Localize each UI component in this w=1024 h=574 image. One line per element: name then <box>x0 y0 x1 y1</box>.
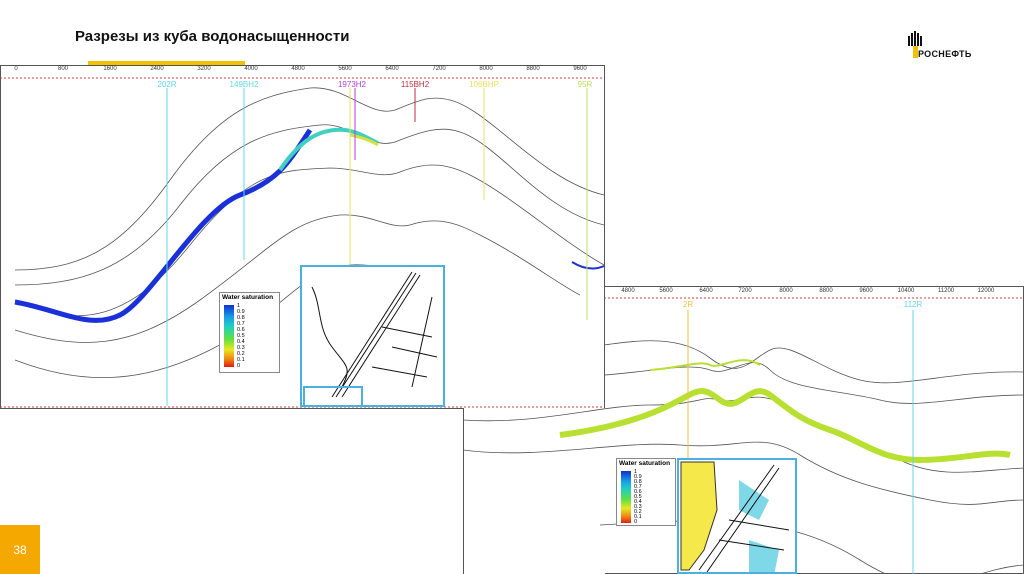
ruler-tick: 8000 <box>479 66 493 72</box>
legend-label: 0.4 <box>237 339 245 345</box>
ruler-tick: 4800 <box>291 66 305 72</box>
legend-label: 0 <box>634 519 638 525</box>
ruler-tick: 4000 <box>244 66 258 72</box>
legend-label: 0 <box>237 363 241 369</box>
legend-label: 0.7 <box>634 484 642 490</box>
ruler-tick: 9600 <box>859 288 873 294</box>
ruler-tick: 5600 <box>659 288 673 294</box>
legend-label: 0.2 <box>237 351 245 357</box>
ruler-tick: 7200 <box>432 66 446 72</box>
ruler-tick: 4800 <box>621 288 635 294</box>
ruler-tick: 12000 <box>977 288 995 294</box>
ruler-tick: 800 <box>57 66 69 72</box>
legend-label: 0.5 <box>237 333 245 339</box>
ruler-tick: 11200 <box>937 288 955 294</box>
water-saturation-legend: Water saturation 1 0.9 0.8 0.7 0.6 0.5 0… <box>219 292 280 373</box>
ruler-tick: 7200 <box>738 288 752 294</box>
slide-number: 38 <box>0 525 40 574</box>
legend-label: 0.9 <box>634 474 642 480</box>
ruler-tick: 2400 <box>150 66 164 72</box>
well-label: 149BH2 <box>229 80 259 89</box>
color-scale <box>621 471 631 523</box>
well-label: 202R <box>157 80 177 89</box>
legend-title: Water saturation <box>222 294 274 301</box>
ruler-tick: 8800 <box>526 66 540 72</box>
legend-label: 0.2 <box>634 509 642 515</box>
ruler-tick: 10400 <box>897 288 915 294</box>
legend-label: 0.9 <box>237 309 245 315</box>
inset-map <box>300 265 445 407</box>
ruler-tick: 5600 <box>338 66 352 72</box>
legend-title: Water saturation <box>619 460 671 467</box>
ruler-tick: 8800 <box>819 288 833 294</box>
legend-label: 0.8 <box>634 479 642 485</box>
right-section-lower <box>463 408 605 574</box>
well-label: 2R <box>682 300 694 309</box>
legend-label: 0.6 <box>634 489 642 495</box>
legend-label: 0.5 <box>634 494 642 500</box>
water-saturation-legend: Water saturation 1 0.9 0.8 0.7 0.6 0.5 0… <box>616 458 676 526</box>
inset-map <box>677 458 797 574</box>
legend-label: 0.3 <box>237 345 245 351</box>
title-accent-bar <box>88 61 245 65</box>
well-label: 106BHP <box>469 80 499 89</box>
color-scale <box>224 305 234 367</box>
left-ruler: 0 800 1600 2400 3200 4000 4800 5600 6400… <box>0 66 604 76</box>
legend-label: 0.6 <box>237 327 245 333</box>
logo-text: РОСНЕФТЬ <box>918 49 972 59</box>
legend-label: 0.3 <box>634 504 642 510</box>
right-ruler: 4800 5600 6400 7200 8000 8800 9600 10400… <box>604 288 1024 298</box>
legend-label: 0.7 <box>237 321 245 327</box>
ruler-tick: 0 <box>14 66 18 72</box>
ruler-tick: 6400 <box>699 288 713 294</box>
well-label: 115BH2 <box>400 80 430 89</box>
well-label: 95R <box>577 80 593 89</box>
ruler-tick: 9600 <box>573 66 587 72</box>
legend-label: 0.4 <box>634 499 642 505</box>
legend-label: 0.1 <box>634 514 642 520</box>
rosneft-logo <box>908 31 922 58</box>
legend-label: 1 <box>634 469 638 475</box>
legend-label: 0.8 <box>237 315 245 321</box>
slide-title: Разрезы из куба водонасыщенности <box>75 28 350 45</box>
legend-label: 1 <box>237 303 241 309</box>
ruler-tick: 3200 <box>197 66 211 72</box>
well-label: 1973H2 <box>337 80 367 89</box>
ruler-tick: 8000 <box>779 288 793 294</box>
ruler-tick: 6400 <box>385 66 399 72</box>
legend-label: 0.1 <box>237 357 245 363</box>
well-label: 112R <box>903 300 923 309</box>
ruler-tick: 1600 <box>103 66 117 72</box>
